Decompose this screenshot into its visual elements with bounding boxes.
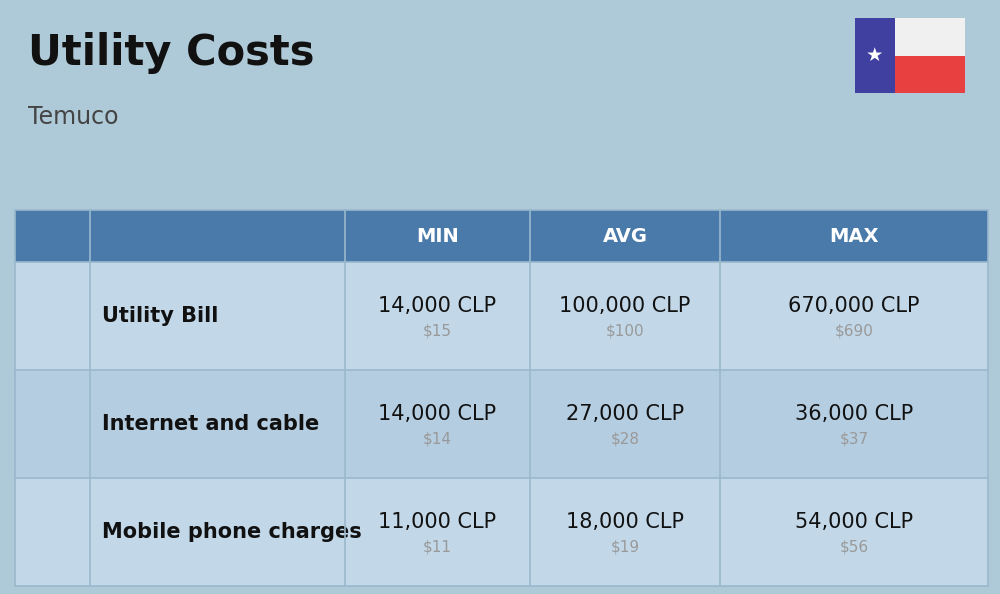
Text: 11,000 CLP: 11,000 CLP [378, 512, 497, 532]
Bar [895, 18, 965, 55]
Text: $15: $15 [423, 324, 452, 339]
Text: 14,000 CLP: 14,000 CLP [378, 404, 497, 424]
Text: MIN: MIN [416, 226, 459, 245]
Text: $19: $19 [610, 539, 640, 555]
Text: 54,000 CLP: 54,000 CLP [795, 512, 913, 532]
Text: MAX: MAX [829, 226, 879, 245]
Text: $100: $100 [606, 324, 644, 339]
Text: $56: $56 [839, 539, 869, 555]
Text: ★: ★ [866, 46, 884, 65]
Text: $37: $37 [839, 431, 869, 447]
Bar [15, 262, 988, 370]
Text: Utility Bill: Utility Bill [102, 306, 218, 326]
Text: $11: $11 [423, 539, 452, 555]
Text: AVG: AVG [602, 226, 648, 245]
Text: 100,000 CLP: 100,000 CLP [559, 296, 691, 316]
Text: 14,000 CLP: 14,000 CLP [378, 296, 497, 316]
Bar [15, 370, 988, 478]
Text: $28: $28 [610, 431, 640, 447]
Text: $14: $14 [423, 431, 452, 447]
Text: 670,000 CLP: 670,000 CLP [788, 296, 920, 316]
Text: Internet and cable: Internet and cable [102, 414, 319, 434]
Text: $690: $690 [835, 324, 873, 339]
Text: Temuco: Temuco [28, 105, 119, 129]
Bar [15, 210, 988, 262]
Text: Utility Costs: Utility Costs [28, 32, 314, 74]
Text: Mobile phone charges: Mobile phone charges [102, 522, 362, 542]
Bar [15, 478, 988, 586]
Bar [855, 18, 895, 93]
Text: 36,000 CLP: 36,000 CLP [795, 404, 913, 424]
Bar [895, 55, 965, 93]
Text: 27,000 CLP: 27,000 CLP [566, 404, 684, 424]
Text: 18,000 CLP: 18,000 CLP [566, 512, 684, 532]
